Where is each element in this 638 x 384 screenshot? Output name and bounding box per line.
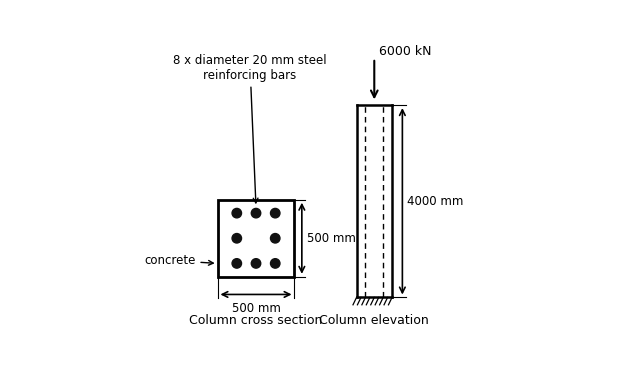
Circle shape <box>271 233 280 243</box>
Circle shape <box>271 259 280 268</box>
Circle shape <box>232 209 242 218</box>
Text: 500 mm: 500 mm <box>232 302 281 315</box>
Text: Column elevation: Column elevation <box>320 314 429 327</box>
Text: Column cross section: Column cross section <box>189 314 323 327</box>
Text: 8 x diameter 20 mm steel
reinforcing bars: 8 x diameter 20 mm steel reinforcing bar… <box>174 53 327 203</box>
Circle shape <box>251 259 261 268</box>
Text: 6000 kN: 6000 kN <box>379 45 431 58</box>
Circle shape <box>232 259 242 268</box>
Bar <box>218 200 295 277</box>
Circle shape <box>251 209 261 218</box>
Text: 4000 mm: 4000 mm <box>408 195 464 208</box>
Text: 500 mm: 500 mm <box>307 232 356 245</box>
Circle shape <box>271 209 280 218</box>
Circle shape <box>232 233 242 243</box>
Text: concrete: concrete <box>144 254 213 267</box>
